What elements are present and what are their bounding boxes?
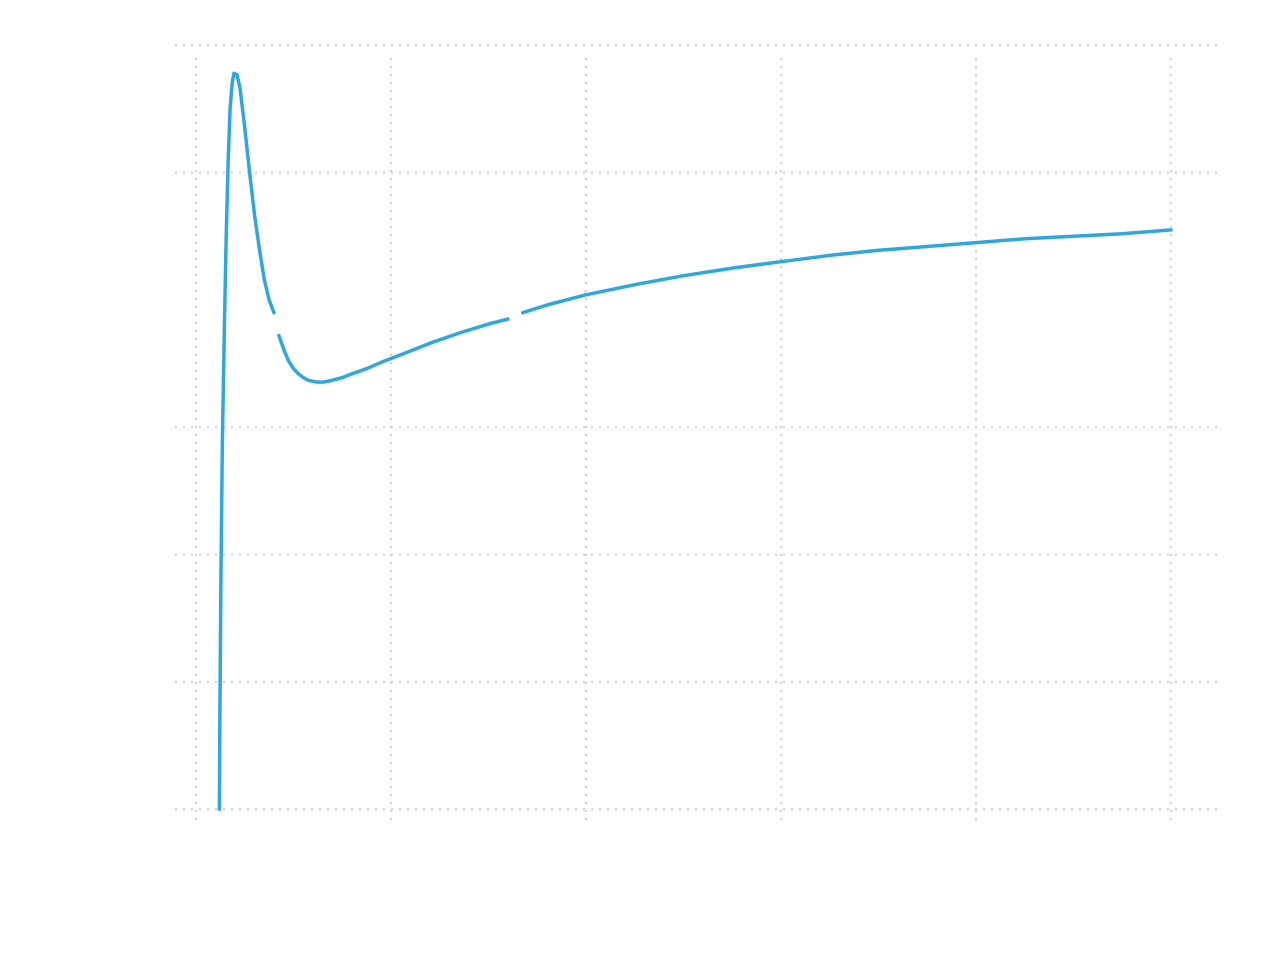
series-0-segment-1 <box>277 317 510 384</box>
series-layer <box>217 71 1173 812</box>
grid <box>175 44 1218 826</box>
series-0-segment-2 <box>520 228 1173 315</box>
series-0-segment-0 <box>217 71 276 812</box>
